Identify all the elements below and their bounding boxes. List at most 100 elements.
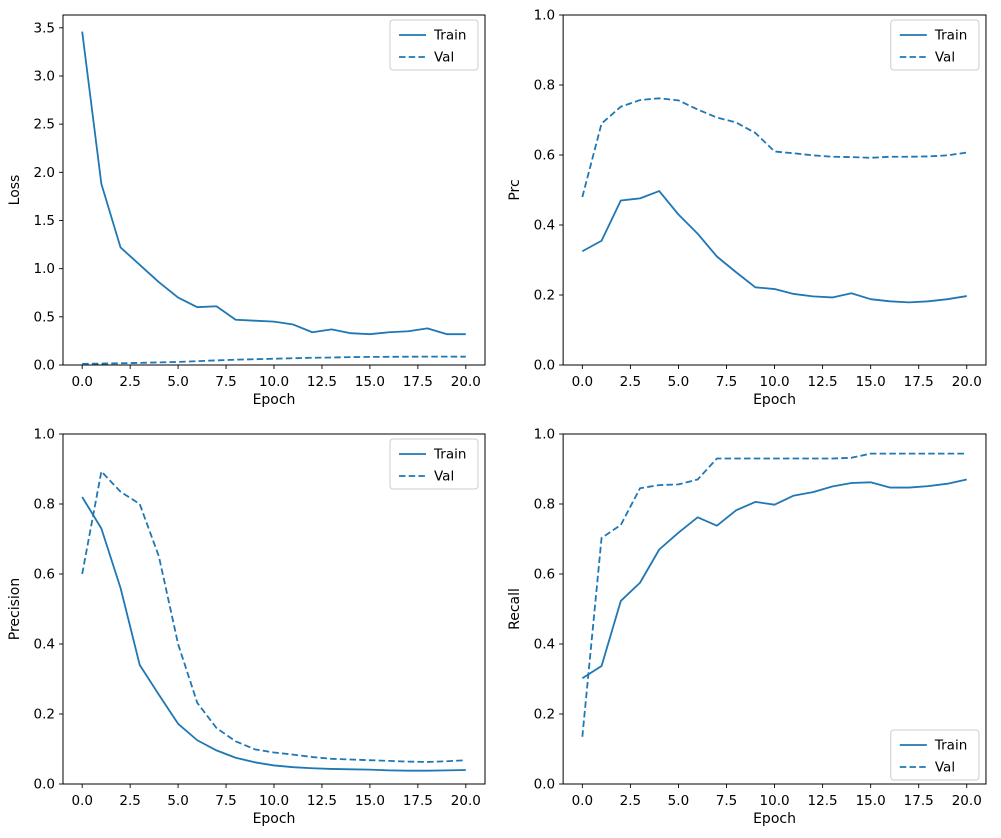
x-axis: 0.0 2.5 5.0 7.5 10.0 12.5 15.0 17.5 20.0: [71, 784, 481, 809]
y-tick-label: 0.6: [34, 567, 55, 583]
val-line: [81, 470, 466, 763]
x-axis-label: Epoch: [753, 392, 796, 408]
x-tick-label: 20.0: [952, 793, 982, 809]
legend-train-label: Train: [934, 28, 967, 44]
loss-chart-canvas: 0.0 2.5 5.0 7.5 10.0 12.5 15.0 17.5 20.0 0.0 0.5 1.…: [7, 14, 486, 408]
x-tick-label: 2.5: [620, 374, 642, 390]
x-tick-label: 20.0: [952, 374, 982, 390]
train-line: [81, 31, 466, 336]
legend-val-label: Val: [434, 50, 454, 66]
y-tick-label: 0.2: [534, 707, 556, 723]
y-tick-label: 1.0: [534, 8, 556, 24]
y-tick-label: 2.5: [34, 117, 55, 133]
train-line: [581, 190, 967, 304]
x-tick-label: 17.5: [403, 374, 433, 390]
x-tick-label: 0.0: [572, 793, 594, 809]
y-axis: 0.0 0.2 0.4 0.6 0.8 1.0: [534, 8, 564, 374]
y-tick-label: 0.6: [534, 148, 556, 164]
y-axis: 0.0 0.5 1.0 1.5 2.0 2.5 3.0 3.5: [34, 20, 63, 374]
x-tick-label: 10.0: [760, 374, 790, 390]
legend-val-label: Val: [434, 469, 454, 485]
legend-train-label: Train: [433, 28, 466, 44]
prc-chart-canvas: 0.0 2.5 5.0 7.5 10.0 12.5 15.0 17.5 20.0 0.0 0.2 0.…: [507, 8, 987, 408]
y-axis-label: Prc: [507, 179, 523, 200]
y-tick-label: 0.2: [34, 707, 55, 723]
y-tick-label: 0.2: [534, 288, 556, 304]
y-tick-label: 2.0: [34, 165, 55, 181]
x-tick-label: 0.0: [71, 793, 92, 809]
x-tick-label: 15.0: [355, 793, 385, 809]
y-tick-label: 0.4: [534, 637, 556, 653]
x-tick-label: 2.5: [119, 793, 140, 809]
x-tick-label: 12.5: [307, 374, 337, 390]
x-axis: 0.0 2.5 5.0 7.5 10.0 12.5 15.0 17.5 20.0: [572, 365, 982, 390]
x-tick-label: 7.5: [215, 793, 236, 809]
train-line: [81, 496, 466, 772]
y-tick-label: 1.0: [534, 427, 556, 443]
x-tick-label: 15.0: [355, 374, 385, 390]
train-line: [581, 478, 967, 680]
y-tick-label: 1.0: [34, 427, 55, 443]
x-tick-label: 7.5: [716, 793, 738, 809]
recall-chart: 0.0 2.5 5.0 7.5 10.0 12.5 15.0 17.5 20.0 0.0 0.2 0.…: [500, 419, 1001, 838]
y-tick-label: 0.8: [34, 497, 55, 513]
legend-val-label: Val: [935, 760, 955, 776]
y-tick-label: 3.0: [34, 68, 55, 84]
y-axis-label: Precision: [7, 578, 23, 640]
y-tick-label: 0.5: [34, 309, 55, 325]
x-tick-label: 17.5: [904, 793, 934, 809]
legend-train-label: Train: [433, 447, 466, 463]
y-tick-label: 0.6: [534, 567, 556, 583]
x-tick-label: 17.5: [904, 374, 934, 390]
x-tick-label: 20.0: [451, 793, 481, 809]
precision-chart-canvas: 0.0 2.5 5.0 7.5 10.0 12.5 15.0 17.5 20.00.00.20.…: [7, 427, 486, 827]
x-tick-label: 12.5: [307, 793, 337, 809]
legend: Train Val: [890, 729, 980, 781]
x-tick-label: 7.5: [716, 374, 738, 390]
y-tick-label: 0.4: [34, 637, 55, 653]
val-line: [581, 452, 967, 737]
x-axis-label: Epoch: [753, 811, 796, 827]
legend: Train Val: [389, 438, 479, 490]
x-tick-label: 5.0: [668, 793, 690, 809]
legend-val-label: Val: [935, 50, 955, 66]
y-tick-label: 0.0: [34, 777, 55, 793]
recall-chart-canvas: 0.0 2.5 5.0 7.5 10.0 12.5 15.0 17.5 20.00.00.20.…: [507, 427, 987, 827]
y-tick-label: 1.5: [34, 213, 55, 229]
prc-chart: 0.0 2.5 5.0 7.5 10.0 12.5 15.0 17.5 20.0 0.0 0.2 0.…: [500, 0, 1001, 419]
y-tick-label: 0.0: [534, 777, 556, 793]
legend: Train Val: [890, 19, 980, 71]
y-axis-label: Recall: [507, 588, 523, 630]
x-tick-label: 10.0: [259, 793, 289, 809]
x-tick-label: 15.0: [856, 793, 886, 809]
x-axis-label: Epoch: [253, 392, 296, 408]
y-tick-label: 0.8: [534, 78, 556, 94]
x-tick-label: 2.5: [119, 374, 140, 390]
y-axis: 0.0 0.2 0.4 0.6 0.8 1.0: [534, 427, 564, 793]
x-tick-label: 10.0: [760, 793, 790, 809]
x-axis: 0.0 2.5 5.0 7.5 10.0 12.5 15.0 17.5 20.0: [572, 784, 982, 809]
y-tick-label: 1.0: [34, 261, 55, 277]
val-line: [82, 355, 466, 365]
y-tick-label: 0.0: [34, 358, 55, 374]
y-axis: 0.0 0.2 0.4 0.6 0.8 1.0: [34, 427, 63, 793]
x-axis-label: Epoch: [253, 811, 296, 827]
y-axis-label: Loss: [7, 175, 23, 206]
legend: Train Val: [389, 19, 479, 71]
x-tick-label: 0.0: [71, 374, 92, 390]
x-tick-label: 0.0: [572, 374, 594, 390]
x-tick-label: 15.0: [856, 374, 886, 390]
x-axis: 0.0 2.5 5.0 7.5 10.0 12.5 15.0 17.5 20.0: [71, 365, 481, 390]
x-tick-label: 12.5: [808, 374, 838, 390]
y-tick-label: 0.0: [534, 358, 556, 374]
x-tick-label: 17.5: [403, 793, 433, 809]
x-tick-label: 5.0: [167, 374, 188, 390]
x-tick-label: 5.0: [668, 374, 690, 390]
x-tick-label: 20.0: [451, 374, 481, 390]
x-tick-label: 5.0: [167, 793, 188, 809]
x-tick-label: 2.5: [620, 793, 642, 809]
y-tick-label: 3.5: [34, 20, 55, 36]
precision-chart: 0.0 2.5 5.0 7.5 10.0 12.5 15.0 17.5 20.0 0.0 0.2 0.…: [0, 419, 500, 838]
y-tick-label: 0.8: [534, 497, 556, 513]
